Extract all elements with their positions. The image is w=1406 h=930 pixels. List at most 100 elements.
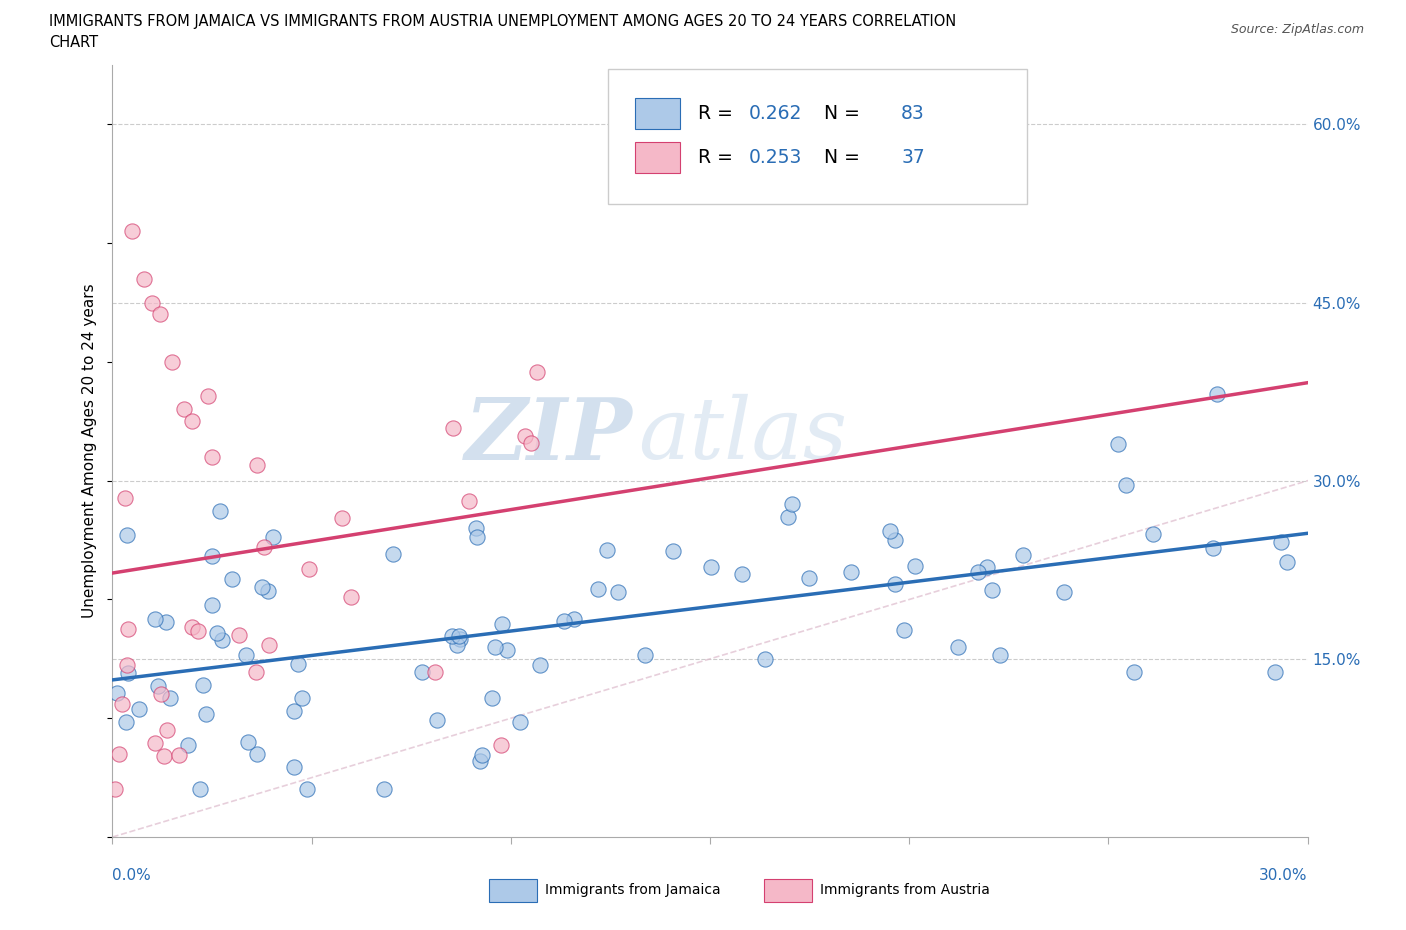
Point	[145, 736, 167, 751]
Point	[988, 647, 1011, 662]
Point	[162, 354, 183, 369]
Point	[197, 389, 219, 404]
Point	[883, 577, 905, 591]
Point	[121, 224, 143, 239]
Point	[441, 420, 464, 435]
FancyBboxPatch shape	[634, 142, 681, 173]
Point	[426, 712, 449, 727]
Point	[596, 542, 619, 557]
Point	[509, 715, 531, 730]
Point	[839, 565, 862, 579]
Point	[104, 782, 127, 797]
Text: 0.262: 0.262	[748, 104, 801, 124]
Point	[731, 566, 754, 581]
Point	[262, 529, 284, 544]
Point	[411, 664, 433, 679]
Text: 0.253: 0.253	[748, 148, 801, 167]
Point	[1107, 436, 1129, 451]
Point	[169, 748, 191, 763]
Point	[148, 679, 170, 694]
Point	[754, 652, 776, 667]
Point	[149, 307, 172, 322]
Point	[981, 583, 1004, 598]
Point	[491, 737, 513, 752]
Point	[228, 627, 250, 642]
Text: 30.0%: 30.0%	[1260, 868, 1308, 883]
Point	[586, 582, 609, 597]
Point	[250, 579, 273, 594]
Point	[1270, 534, 1292, 549]
Point	[976, 560, 998, 575]
Point	[256, 584, 278, 599]
Text: CHART: CHART	[49, 35, 98, 50]
Point	[778, 510, 800, 525]
Point	[1012, 548, 1035, 563]
Text: Immigrants from Jamaica: Immigrants from Jamaica	[546, 884, 721, 897]
Text: 37: 37	[901, 148, 925, 167]
Point	[111, 697, 134, 711]
Point	[221, 571, 243, 586]
Point	[107, 685, 129, 700]
Point	[515, 429, 537, 444]
Point	[457, 494, 479, 509]
Text: N =: N =	[811, 104, 866, 124]
Point	[211, 632, 233, 647]
Point	[780, 497, 803, 512]
Point	[155, 615, 177, 630]
Point	[1202, 540, 1225, 555]
Text: R =: R =	[699, 104, 740, 124]
Point	[297, 561, 319, 576]
Point	[201, 549, 224, 564]
Point	[1275, 554, 1298, 569]
Point	[966, 565, 988, 579]
Point	[235, 647, 257, 662]
Point	[465, 530, 488, 545]
Point	[700, 560, 723, 575]
Point	[297, 782, 319, 797]
Text: Source: ZipAtlas.com: Source: ZipAtlas.com	[1230, 23, 1364, 36]
Point	[208, 503, 231, 518]
Point	[519, 435, 541, 450]
Point	[246, 458, 269, 472]
Point	[194, 706, 217, 721]
Point	[236, 735, 259, 750]
Point	[257, 637, 280, 652]
Point	[141, 295, 163, 310]
Point	[1053, 585, 1076, 600]
Point	[114, 490, 136, 505]
Point	[128, 701, 150, 716]
Point	[1122, 664, 1144, 679]
Point	[191, 678, 214, 693]
Point	[470, 747, 492, 762]
Point	[283, 760, 305, 775]
FancyBboxPatch shape	[763, 879, 811, 902]
Text: R =: R =	[699, 148, 740, 167]
Point	[173, 402, 195, 417]
Point	[108, 747, 131, 762]
Point	[1264, 664, 1286, 679]
Point	[153, 749, 176, 764]
Point	[201, 598, 224, 613]
Point	[159, 691, 181, 706]
Point	[441, 629, 464, 644]
Point	[156, 723, 179, 737]
Point	[1115, 478, 1137, 493]
Point	[481, 691, 503, 706]
Point	[283, 704, 305, 719]
Point	[330, 511, 353, 525]
Point	[423, 664, 446, 679]
Point	[143, 612, 166, 627]
Point	[287, 656, 309, 671]
Point	[117, 621, 139, 636]
Point	[340, 590, 363, 604]
Point	[181, 414, 204, 429]
Text: ZIP: ZIP	[464, 394, 633, 477]
Point	[245, 747, 267, 762]
Point	[634, 648, 657, 663]
Point	[188, 782, 211, 797]
Point	[465, 521, 488, 536]
Point	[904, 558, 927, 573]
Point	[484, 640, 506, 655]
Text: 0.0%: 0.0%	[112, 868, 152, 883]
Point	[449, 631, 471, 646]
